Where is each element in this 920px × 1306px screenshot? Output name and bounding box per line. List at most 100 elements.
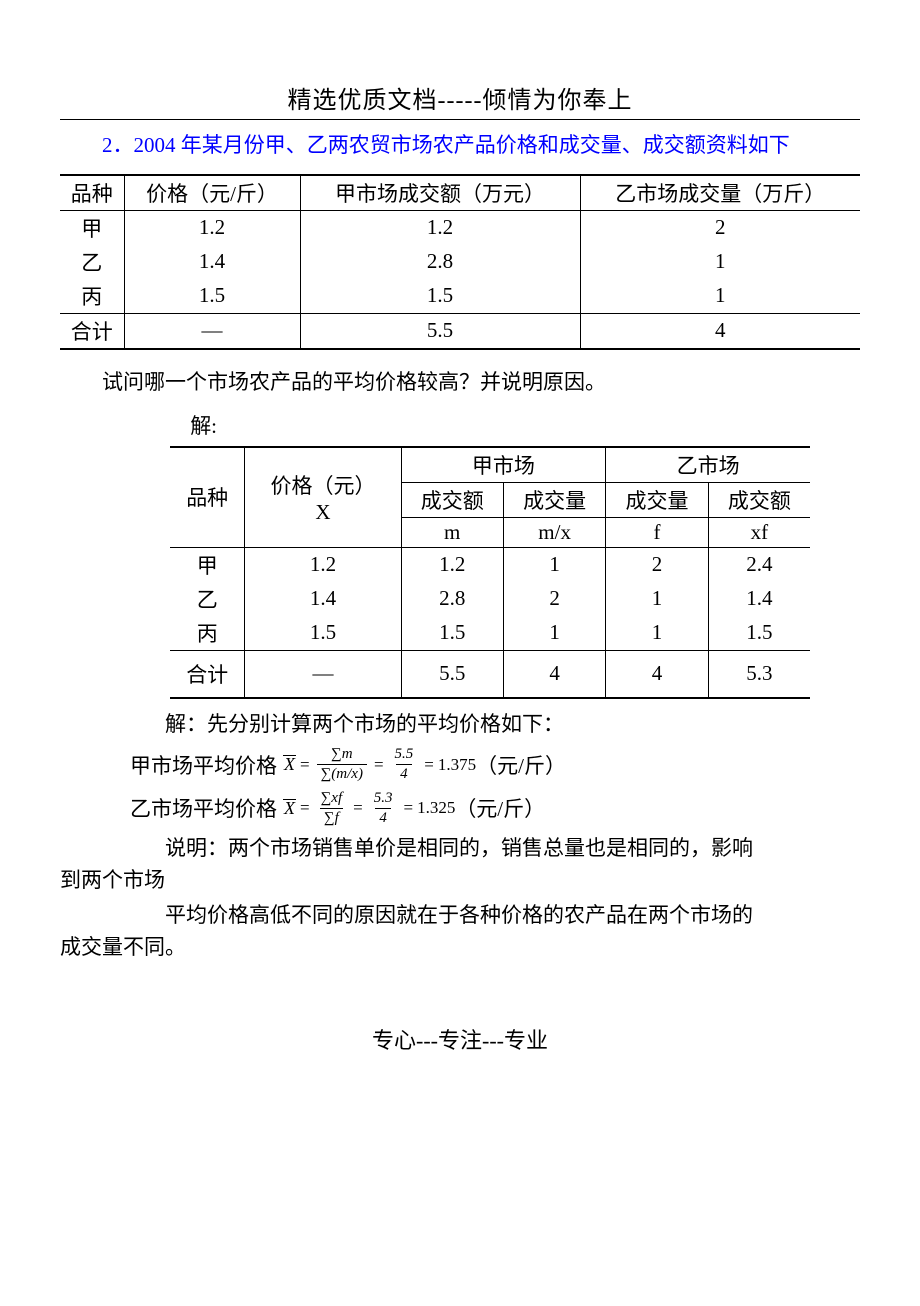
equals-icon: = (353, 798, 363, 818)
explain-2b: 成交量不同。 (60, 932, 860, 964)
t2-row: 丙 1.5 1.5 1 1 1.5 (170, 616, 810, 651)
t1-cell: 2.8 (300, 245, 580, 279)
t2-group-a: 甲市场 (401, 447, 606, 483)
t2-cell: 5.3 (708, 650, 810, 698)
t2-col-variety: 品种 (170, 447, 245, 548)
explain-1a: 说明：两个市场销售单价是相同的，销售总量也是相同的，影响 (60, 833, 860, 865)
t2-cell: 1.5 (708, 616, 810, 651)
t2-row: 甲 1.2 1.2 1 2 2.4 (170, 547, 810, 582)
table-solution: 品种 价格（元） X 甲市场 乙市场 成交额 成交量 成交量 成交额 m m/x… (170, 446, 810, 699)
t2-cell: 1 (503, 616, 605, 651)
t1-h2: 甲市场成交额（万元） (300, 175, 580, 211)
t2-cell: 1.5 (245, 616, 401, 651)
t2-cell: 2.4 (708, 547, 810, 582)
fraction: 5.5 4 (391, 746, 418, 784)
t2-sym-a2: m/x (503, 517, 605, 547)
equals-icon: = (374, 755, 384, 775)
table1-header-row: 品种 价格（元/斤） 甲市场成交额（万元） 乙市场成交量（万斤） (60, 175, 860, 211)
t1-h1: 价格（元/斤） (124, 175, 300, 211)
fraction: ∑m ∑(m/x) (317, 746, 367, 784)
formula-a-label: 甲市场平均价格 (130, 750, 277, 780)
explain-1b: 到两个市场 (60, 865, 860, 897)
frac-den: 4 (396, 764, 412, 783)
xbar-icon: X (283, 798, 296, 819)
header-rule (60, 119, 860, 120)
fraction: 5.3 4 (370, 790, 397, 828)
equals-icon: = (403, 798, 413, 818)
t1-cell: 1 (580, 279, 860, 314)
t2-group-b: 乙市场 (606, 447, 810, 483)
t1-cell: 1.4 (124, 245, 300, 279)
formula-market-b: 乙市场平均价格 X = ∑xf ∑f = 5.3 4 = 1.325 （元/斤） (130, 790, 860, 828)
t1-h0: 品种 (60, 175, 124, 211)
formula-market-a: 甲市场平均价格 X = ∑m ∑(m/x) = 5.5 4 = 1.375 （元… (130, 746, 860, 784)
t2-cell: 甲 (170, 547, 245, 582)
solution-intro: 解：先分别计算两个市场的平均价格如下： (60, 709, 860, 741)
t2-cell: 2 (503, 582, 605, 616)
t2-price-top: 价格（元） (270, 474, 375, 498)
t2-cell: 2.8 (401, 582, 503, 616)
equals-icon: = (300, 755, 310, 775)
t2-sub-a2: 成交量 (503, 482, 605, 517)
t2-cell: 1.4 (708, 582, 810, 616)
frac-num: 5.5 (391, 746, 418, 764)
question-text: 试问哪一个市场农产品的平均价格较高？并说明原因。 (60, 366, 860, 396)
t2-cell: 5.5 (401, 650, 503, 698)
table1-total-row: 合计 — 5.5 4 (60, 313, 860, 349)
t2-sub-a1: 成交额 (401, 482, 503, 517)
table1-row: 丙 1.5 1.5 1 (60, 279, 860, 314)
t1-cell: — (124, 313, 300, 349)
t2-cell: 4 (503, 650, 605, 698)
formula-b-unit: （元/斤） (455, 793, 545, 823)
t1-cell: 1.5 (124, 279, 300, 314)
t2-cell: 乙 (170, 582, 245, 616)
t1-cell: 4 (580, 313, 860, 349)
table-given-data: 品种 价格（元/斤） 甲市场成交额（万元） 乙市场成交量（万斤） 甲 1.2 1… (60, 174, 860, 350)
page-header: 精选优质文档-----倾情为你奉上 (60, 80, 860, 115)
t2-cell: 1 (606, 582, 708, 616)
explain-2a: 平均价格高低不同的原因就在于各种价格的农产品在两个市场的 (60, 900, 860, 932)
table1-row: 乙 1.4 2.8 1 (60, 245, 860, 279)
t2-sub-b1: 成交量 (606, 482, 708, 517)
t1-cell: 1 (580, 245, 860, 279)
t2-sym-b1: f (606, 517, 708, 547)
t2-cell: 1 (606, 616, 708, 651)
t2-row: 乙 1.4 2.8 2 1 1.4 (170, 582, 810, 616)
t2-sym-a1: m (401, 517, 503, 547)
equals-icon: = (300, 798, 310, 818)
t2-cell: 丙 (170, 616, 245, 651)
equals-icon: = (424, 755, 434, 775)
frac-num: 5.3 (370, 790, 397, 808)
t2-cell: 1 (503, 547, 605, 582)
t2-cell: 1.5 (401, 616, 503, 651)
t1-cell: 2 (580, 210, 860, 245)
t2-cell: 4 (606, 650, 708, 698)
t2-col-price: 价格（元） X (245, 447, 401, 548)
frac-num: ∑m (327, 746, 357, 764)
problem-statement: 2．2004 年某月份甲、乙两农贸市场农产品价格和成交量、成交额资料如下 (60, 130, 860, 162)
solution-label: 解: (190, 410, 860, 440)
t1-h3: 乙市场成交量（万斤） (580, 175, 860, 211)
table1-row: 甲 1.2 1.2 2 (60, 210, 860, 245)
t2-cell: 1.2 (245, 547, 401, 582)
frac-den: ∑f (320, 808, 343, 827)
t1-cell: 1.5 (300, 279, 580, 314)
t1-cell: 1.2 (300, 210, 580, 245)
t2-total-row: 合计 — 5.5 4 4 5.3 (170, 650, 810, 698)
formula-a-unit: （元/斤） (476, 750, 566, 780)
t1-cell: 乙 (60, 245, 124, 279)
fraction: ∑xf ∑f (317, 790, 347, 828)
t1-cell: 甲 (60, 210, 124, 245)
t1-cell: 5.5 (300, 313, 580, 349)
t2-cell: 2 (606, 547, 708, 582)
t2-cell: 1.4 (245, 582, 401, 616)
t2-cell: 合计 (170, 650, 245, 698)
t1-cell: 合计 (60, 313, 124, 349)
formula-b-result: 1.325 (417, 798, 455, 818)
t2-price-bot: X (315, 500, 330, 524)
t1-cell: 丙 (60, 279, 124, 314)
xbar-icon: X (283, 754, 296, 775)
frac-num: ∑xf (317, 790, 347, 808)
formula-a-result: 1.375 (438, 755, 476, 775)
t1-cell: 1.2 (124, 210, 300, 245)
